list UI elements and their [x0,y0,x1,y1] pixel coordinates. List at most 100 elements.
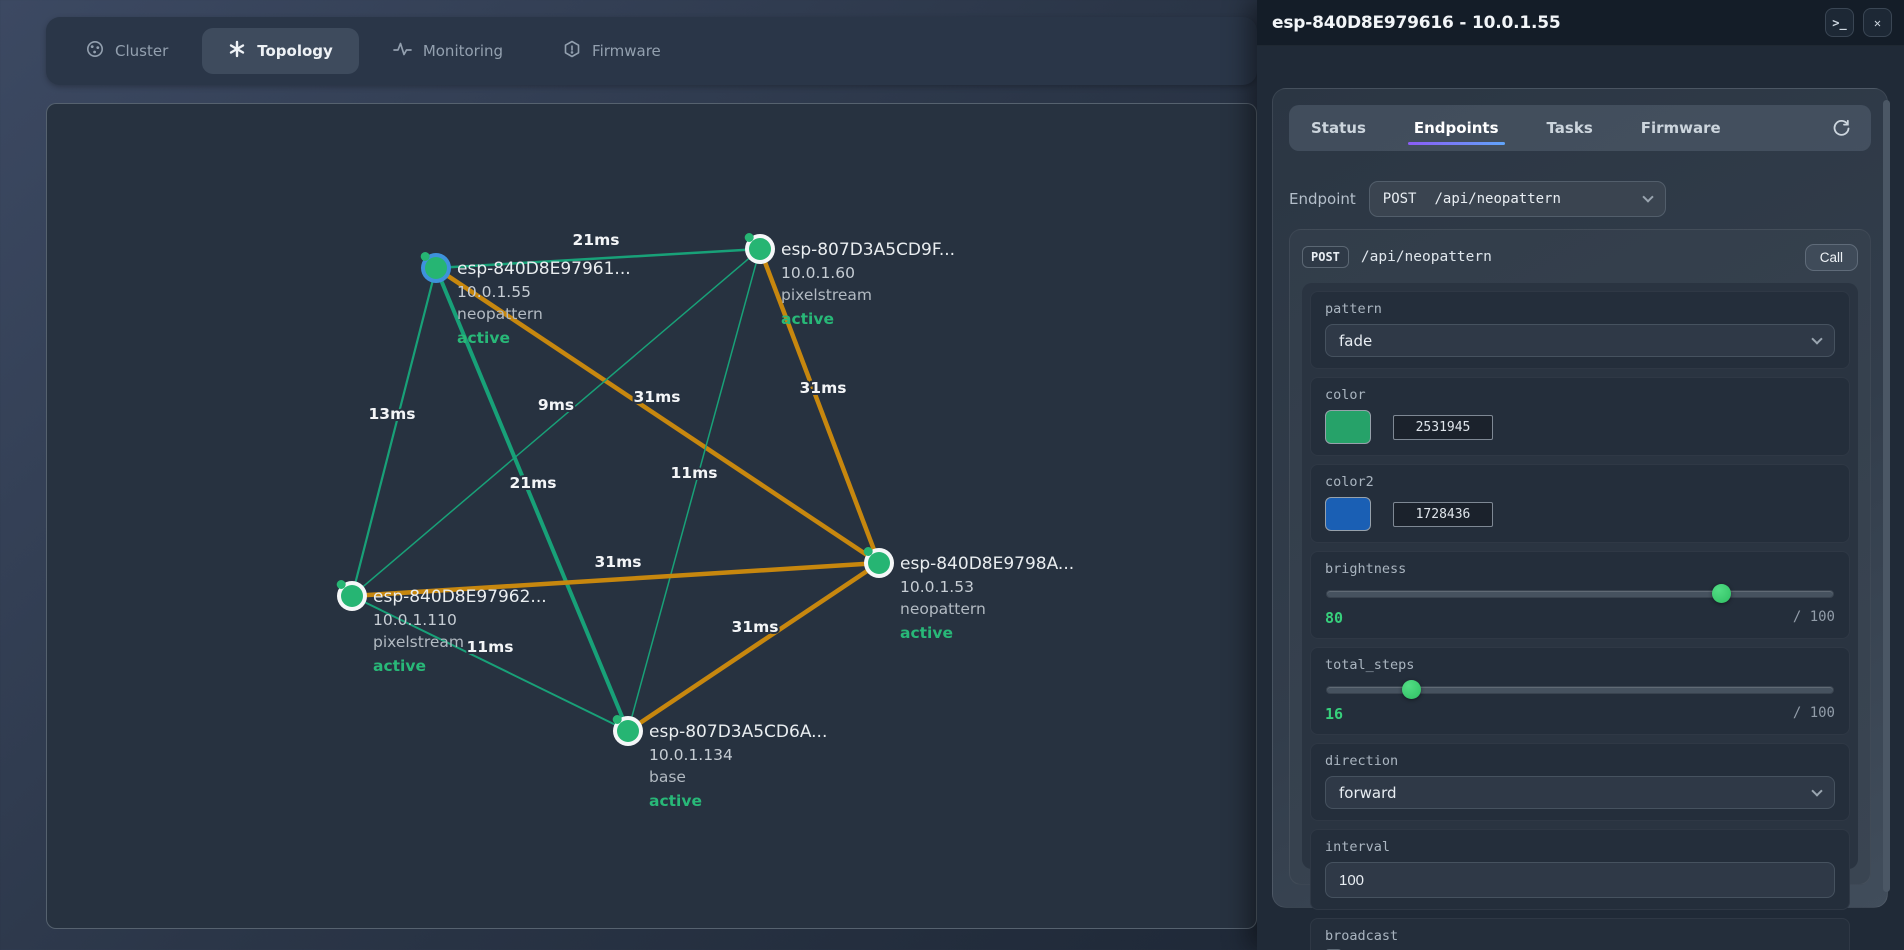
field-label: broadcast [1325,928,1399,944]
brightness-slider[interactable] [1326,584,1834,603]
monitoring-icon [392,40,412,62]
request-header: POST /api/neopattern Call [1302,241,1858,273]
node-ip-label: 10.0.1.53 [900,578,974,596]
node-status-label: active [649,792,702,810]
node-status-dot [744,233,754,242]
firmware-icon [563,40,581,62]
node-status-dot [612,715,622,724]
interval-input[interactable] [1325,862,1835,898]
endpoint-path: /api/neopattern [1434,191,1561,207]
nav-item-label: Cluster [115,42,169,60]
pattern-select[interactable]: fade [1325,324,1835,357]
nav-item-topology[interactable]: Topology [202,28,359,74]
node-name-label: esp-807D3A5CD6A... [649,722,827,742]
field-direction: direction forward [1310,743,1850,821]
node-status-label: active [781,310,834,328]
topology-node[interactable] [749,238,771,260]
edge-latency-label: 11ms [671,464,718,482]
top-nav: Cluster Topology Monitoring Firmwar [46,17,1257,85]
node-role-label: pixelstream [781,286,872,304]
cluster-icon [86,40,104,62]
topology-edge [351,248,761,597]
topology-edge [351,560,880,599]
edge-latency-label: 31ms [595,553,642,571]
topology-edge [434,267,630,732]
nav-item-firmware[interactable]: Firmware [537,28,687,74]
node-status-dot [863,547,873,556]
topology-node[interactable] [617,720,639,742]
topology-edge [626,561,881,733]
color2-swatch[interactable] [1325,497,1371,531]
edge-latency-label: 13ms [369,405,416,423]
color2-value-input[interactable] [1393,501,1493,527]
nav-item-label: Monitoring [422,42,504,60]
chevron-down-icon [1642,191,1654,203]
field-broadcast: broadcast broadcast [1310,918,1850,950]
nav-item-monitoring[interactable]: Monitoring [367,28,529,74]
edge-latency-label: 31ms [800,379,847,397]
chevron-down-icon [1811,332,1823,345]
panel-scrollbar[interactable] [1883,100,1890,892]
node-ip-label: 10.0.1.134 [649,746,733,764]
close-button[interactable]: ✕ [1863,8,1892,37]
endpoints-card: Status Endpoints Tasks Firmware Endpoint… [1272,88,1888,950]
tab-endpoints[interactable]: Endpoints [1407,107,1505,149]
node-ip-label: 10.0.1.110 [373,611,457,629]
topology-canvas[interactable]: 21ms 13ms 31ms 21ms 9ms 31ms 11ms 31ms 11ms 31ms e… [46,103,1257,929]
node-role-label: neopattern [457,305,543,323]
node-ip-label: 10.0.1.55 [457,283,531,301]
terminal-button[interactable]: >_ [1825,8,1854,37]
field-color2: color2 [1310,464,1850,543]
topology-edge [627,248,761,732]
node-name-label: esp-840D8E97961... [457,259,631,279]
total-steps-slider[interactable] [1326,680,1834,699]
topology-node[interactable] [341,585,363,607]
node-name-label: esp-840D8E97962... [373,587,547,607]
field-label: direction [1325,753,1399,769]
field-label: color [1325,387,1366,403]
direction-select[interactable]: forward [1325,776,1835,809]
refresh-icon[interactable] [1832,119,1851,138]
color-swatch[interactable] [1325,410,1371,444]
call-button[interactable]: Call [1804,243,1858,271]
brightness-value: 80 [1325,609,1344,627]
slider-thumb[interactable] [1712,584,1732,603]
edge-latency-label: 21ms [510,474,557,492]
device-panel-title: esp-840D8E979616 - 10.0.1.55 [1272,12,1561,33]
node-status-dot [336,580,346,589]
node-status-label: active [457,329,510,347]
params-form: pattern fade color color2 [1302,283,1858,950]
endpoint-method: POST [1382,191,1417,207]
tab-tasks[interactable]: Tasks [1546,119,1593,137]
topology-node[interactable] [868,552,890,574]
node-role-label: pixelstream [373,633,464,651]
brightness-max: / 100 [1792,609,1835,625]
node-status-dot [420,252,430,261]
panel-tabbar: Status Endpoints Tasks Firmware [1289,105,1871,151]
tab-firmware[interactable]: Firmware [1640,119,1721,137]
slider-thumb[interactable] [1402,680,1422,699]
method-badge: POST [1302,246,1349,268]
edge-latency-label: 11ms [467,638,514,656]
broadcast-label: broadcast [1354,948,1435,950]
node-status-label: active [900,624,953,642]
topology-edge [757,248,882,564]
topology-edge [434,266,881,565]
tab-status[interactable]: Status [1311,119,1366,137]
topology-edge [350,267,438,597]
nav-item-cluster[interactable]: Cluster [60,28,194,74]
color-value-input[interactable] [1393,414,1493,440]
nav-item-label: Topology [257,42,333,60]
field-label: color2 [1325,474,1374,490]
field-interval: interval [1310,829,1850,910]
nav-item-label: Firmware [592,42,661,60]
edge-latency-label: 21ms [573,231,620,249]
node-status-label: active [373,657,426,675]
request-path: /api/neopattern [1360,249,1492,265]
topology-node[interactable] [425,257,447,279]
edge-latency-label: 9ms [538,396,574,414]
field-label: interval [1325,839,1391,855]
endpoint-select[interactable]: POST /api/neopattern [1368,181,1666,217]
topology-edge [435,247,761,270]
node-role-label: neopattern [900,600,986,618]
